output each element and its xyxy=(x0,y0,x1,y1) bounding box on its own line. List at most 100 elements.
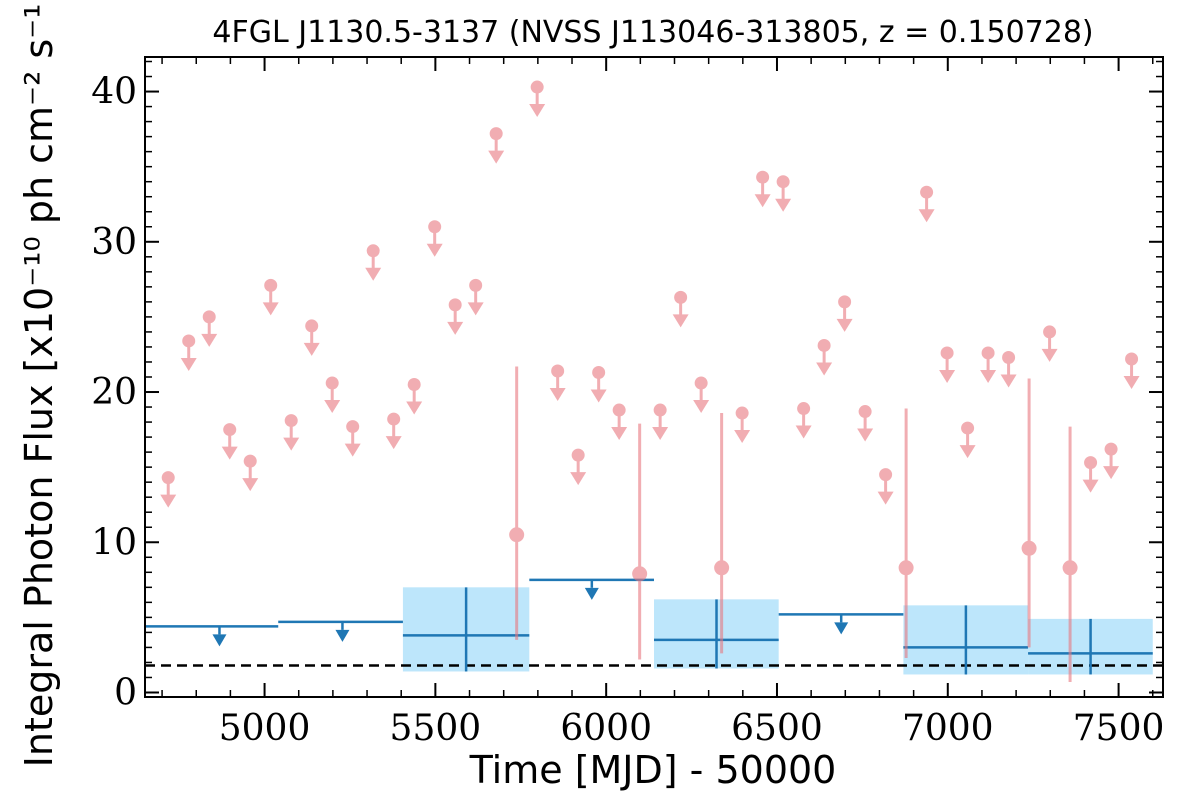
short-bin-upper-limit-arrow xyxy=(262,302,279,316)
short-bin-upper-limit-marker xyxy=(797,402,811,416)
short-bin-upper-limit-marker xyxy=(448,298,462,312)
y-tick-label: 40 xyxy=(91,72,137,113)
short-bin-upper-limit-arrow xyxy=(344,443,361,457)
short-bin-upper-limit-marker xyxy=(735,406,749,420)
short-bin-upper-limit-arrow xyxy=(939,369,956,383)
short-bin-upper-limit-marker xyxy=(223,423,237,437)
y-axis-label: Integral Photon Flux [x10⁻¹⁰ ph cm⁻² s⁻¹… xyxy=(17,0,61,767)
short-bin-upper-limit-arrow xyxy=(590,389,607,403)
short-bin-upper-limit-marker xyxy=(284,414,298,428)
short-bin-point xyxy=(898,560,914,576)
short-bin-upper-limit-marker xyxy=(387,412,401,426)
short-bin-upper-limit-arrow xyxy=(754,194,771,208)
short-bin-upper-limit-arrow xyxy=(1123,375,1140,389)
short-bin-upper-limit-arrow xyxy=(693,400,710,414)
short-bin-upper-limit-arrow xyxy=(242,478,259,492)
x-tick-label: 5000 xyxy=(219,708,311,749)
short-bin-upper-limit-marker xyxy=(305,319,319,333)
x-tick-label: 5500 xyxy=(390,708,482,749)
short-bin-upper-limit-arrow xyxy=(959,445,976,459)
short-bin-upper-limit-arrow xyxy=(672,314,689,328)
short-bin-upper-limit-arrow xyxy=(918,209,935,223)
axes: 5000 5500 6000 6500 7000 7500 0 10 20 30 40 xyxy=(91,56,1165,749)
long-bin-upper-limit-arrow xyxy=(212,634,227,647)
x-tick-label: 7500 xyxy=(1073,708,1165,749)
short-bin-upper-limit-marker xyxy=(1043,325,1057,339)
short-bin-upper-limit-marker xyxy=(346,420,360,434)
short-bin-upper-limit-arrow xyxy=(488,150,505,164)
short-bin-upper-limit-arrow xyxy=(857,428,874,442)
short-bin-upper-limit-marker xyxy=(612,403,626,417)
short-bin-upper-limit-marker xyxy=(489,127,503,141)
short-bin-upper-limit-marker xyxy=(243,454,257,468)
short-bin-upper-limit-marker xyxy=(469,278,483,292)
short-bin-series xyxy=(160,80,1140,682)
short-bin-upper-limit-marker xyxy=(571,448,585,462)
short-bin-upper-limit-marker xyxy=(530,80,544,94)
short-bin-point xyxy=(1062,560,1078,576)
chart-title: 4FGL J1130.5-3137 (NVSS J113046-313805, … xyxy=(212,15,1093,50)
short-bin-upper-limit-marker xyxy=(838,295,852,309)
short-bin-upper-limit-marker xyxy=(202,310,216,324)
short-bin-upper-limit-marker xyxy=(858,405,872,419)
short-bin-point xyxy=(1021,540,1037,556)
short-bin-point xyxy=(714,560,730,576)
short-bin-upper-limit-arrow xyxy=(160,494,177,508)
short-bin-upper-limit-marker xyxy=(674,290,688,304)
short-bin-point xyxy=(632,566,648,582)
short-bin-upper-limit-marker xyxy=(182,334,196,348)
short-bin-upper-limit-marker xyxy=(325,376,339,390)
short-bin-upper-limit-marker xyxy=(264,278,278,292)
short-bin-upper-limit-arrow xyxy=(447,321,464,335)
y-tick-label: 0 xyxy=(114,672,137,713)
short-bin-upper-limit-arrow xyxy=(467,302,484,316)
short-bin-upper-limit-marker xyxy=(551,364,565,378)
short-bin-upper-limit-marker xyxy=(1104,442,1118,456)
short-bin-upper-limit-marker xyxy=(653,403,667,417)
short-bin-upper-limit-arrow xyxy=(652,427,669,441)
short-bin-upper-limit-arrow xyxy=(795,425,812,439)
y-tick-label: 30 xyxy=(91,222,137,263)
short-bin-upper-limit-marker xyxy=(161,471,175,485)
short-bin-upper-limit-arrow xyxy=(365,267,382,281)
short-bin-upper-limit-arrow xyxy=(1041,348,1058,362)
short-bin-upper-limit-arrow xyxy=(611,427,628,441)
short-bin-upper-limit-marker xyxy=(776,175,790,189)
short-bin-upper-limit-arrow xyxy=(836,318,853,332)
y-tick-label: 10 xyxy=(91,522,137,563)
short-bin-upper-limit-arrow xyxy=(734,430,751,444)
short-bin-upper-limit-arrow xyxy=(1082,479,1099,493)
short-bin-point xyxy=(509,527,525,543)
short-bin-upper-limit-arrow xyxy=(1000,374,1017,388)
short-bin-upper-limit-arrow xyxy=(406,401,423,415)
short-bin-upper-limit-marker xyxy=(961,421,975,435)
x-tick-label: 6000 xyxy=(560,708,652,749)
short-bin-upper-limit-marker xyxy=(1125,352,1139,366)
short-bin-upper-limit-marker xyxy=(592,365,606,379)
y-tick-label: 20 xyxy=(91,372,137,413)
long-bin-series xyxy=(145,578,1163,675)
short-bin-upper-limit-arrow xyxy=(775,198,792,212)
short-bin-upper-limit-marker xyxy=(981,346,995,360)
short-bin-upper-limit-arrow xyxy=(570,472,587,486)
short-bin-upper-limit-arrow xyxy=(980,369,997,383)
short-bin-upper-limit-marker xyxy=(920,185,934,199)
short-bin-upper-limit-marker xyxy=(366,244,380,258)
short-bin-upper-limit-marker xyxy=(1084,456,1098,470)
x-tick-label: 6500 xyxy=(731,708,823,749)
short-bin-upper-limit-arrow xyxy=(529,104,546,118)
short-bin-upper-limit-arrow xyxy=(549,387,566,401)
long-bin-upper-limit-arrow xyxy=(584,587,599,600)
short-bin-upper-limit-arrow xyxy=(426,243,443,257)
x-tick-label: 7000 xyxy=(902,708,994,749)
short-bin-upper-limit-marker xyxy=(940,346,954,360)
short-bin-upper-limit-arrow xyxy=(283,437,300,451)
short-bin-upper-limit-arrow xyxy=(180,357,197,371)
short-bin-upper-limit-marker xyxy=(1002,350,1016,364)
short-bin-upper-limit-marker xyxy=(817,338,831,352)
long-bin-upper-limit-arrow xyxy=(834,622,849,635)
plot-area xyxy=(145,80,1163,682)
short-bin-upper-limit-arrow xyxy=(877,491,894,505)
x-axis-label: Time [MJD] - 50000 xyxy=(469,748,837,792)
